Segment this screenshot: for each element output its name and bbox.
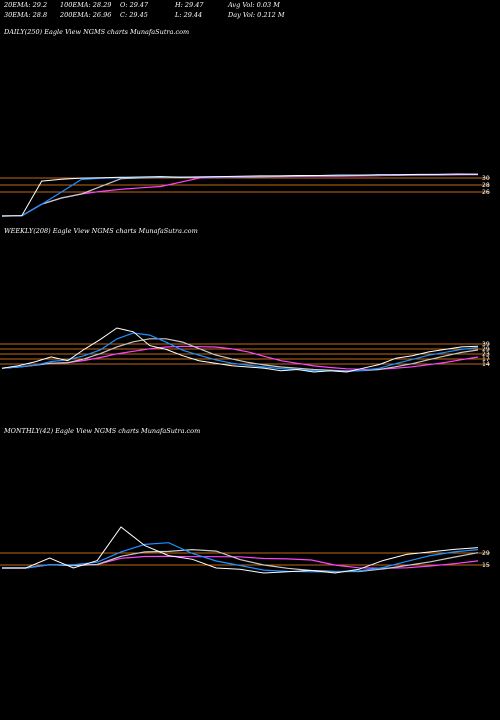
y-tick-label: 30 — [482, 175, 490, 182]
open-stat: O: 29.47 — [120, 1, 149, 9]
daily-panel-title: DAILY(250) Eagle View NGMS charts Munafa… — [4, 28, 190, 36]
avg-vol-stat: Avg Vol: 0.03 M — [228, 1, 280, 9]
ema-mid-line — [1, 173, 479, 217]
ema-mid-line — [1, 338, 479, 372]
price-line — [2, 526, 479, 574]
close-stat: C: 29.45 — [120, 11, 148, 19]
ema100-stat: 100EMA: 28.29 — [60, 1, 112, 9]
monthly-panel-title: MONTHLY(42) Eagle View NGMS charts Munaf… — [4, 427, 201, 435]
weekly-panel-title: WEEKLY(208) Eagle View NGMS charts Munaf… — [4, 227, 198, 235]
ema30-stat: 30EMA: 28.8 — [4, 11, 48, 19]
ema20-stat: 20EMA: 29.2 — [4, 1, 48, 9]
y-tick-label: 29 — [482, 346, 490, 353]
ema-long-line — [1, 345, 479, 370]
price-line — [1, 173, 479, 217]
y-tick-label: 14 — [482, 361, 490, 368]
y-tick-label: 29 — [482, 550, 490, 557]
day-vol-stat: Day Vol: 0.212 M — [228, 11, 285, 19]
y-tick-label: 15 — [482, 562, 490, 569]
ema-short-line — [1, 332, 479, 373]
y-tick-label: 26 — [482, 189, 490, 196]
y-tick-label: 17 — [482, 356, 490, 363]
stats-header: 20EMA: 29.2 100EMA: 28.29 O: 29.47 H: 29… — [0, 0, 500, 22]
ema200-stat: 200EMA: 26.96 — [60, 11, 112, 19]
ema-long-line — [2, 555, 479, 569]
monthly-chart: 29 15 — [0, 526, 490, 574]
y-tick-label: 39 — [482, 341, 490, 348]
y-tick-label: 28 — [482, 182, 490, 189]
low-stat: L: 29.44 — [175, 11, 203, 19]
ema-short-line — [2, 542, 479, 573]
high-stat: H: 29.47 — [175, 1, 204, 9]
y-tick-label: 23 — [482, 351, 490, 358]
price-line — [1, 327, 479, 373]
